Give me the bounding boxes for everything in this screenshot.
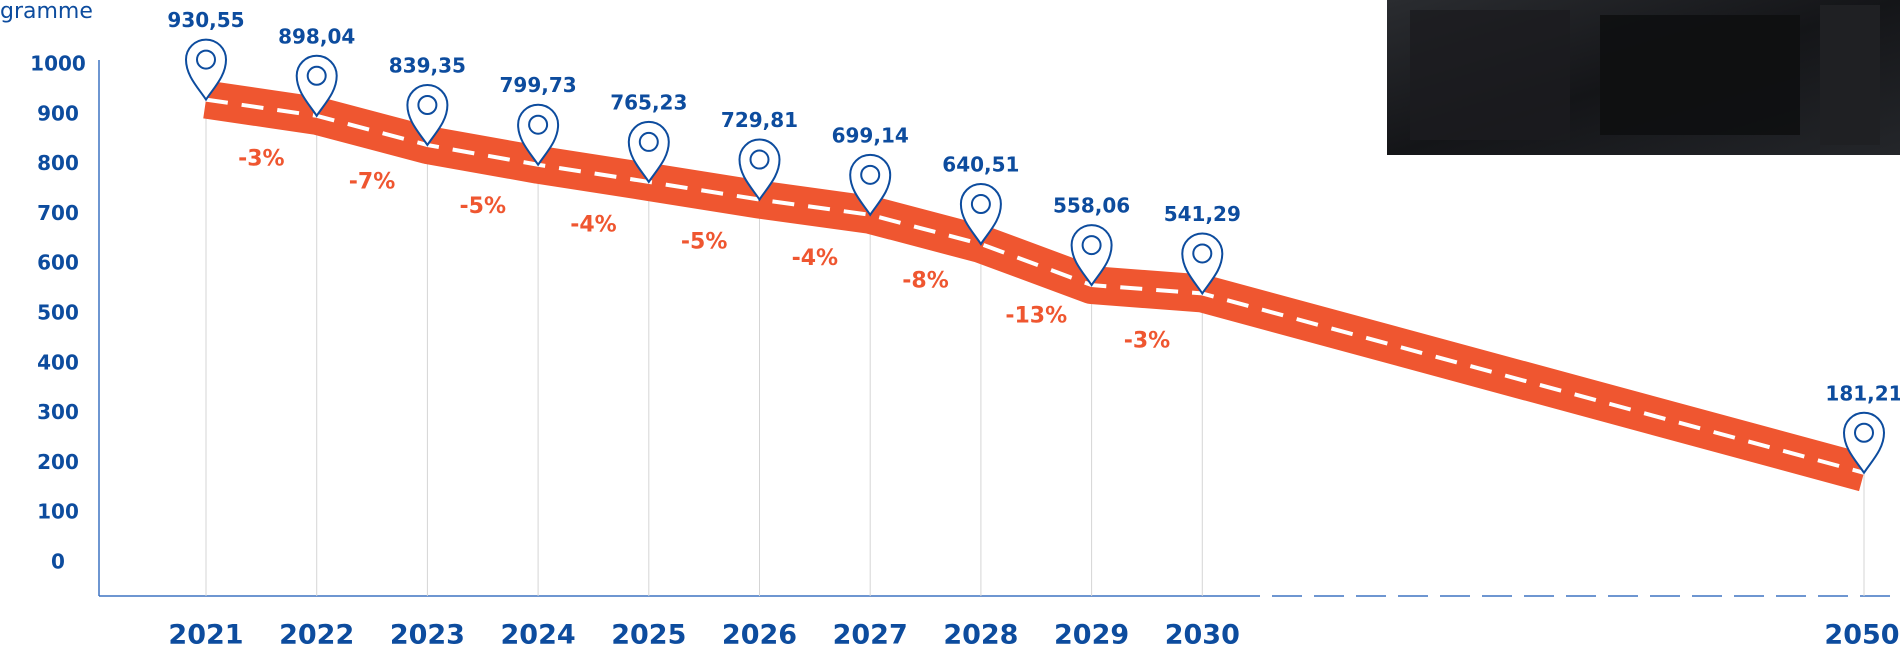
value-label: 729,81 (721, 108, 798, 132)
change-label: -13% (1005, 304, 1067, 329)
y-tick-label: 600 (37, 251, 79, 275)
value-label: 898,04 (278, 24, 355, 48)
value-label: 541,29 (1164, 202, 1241, 226)
y-tick-label: 0 (51, 550, 65, 574)
y-tick-label: 100 (37, 500, 79, 524)
value-label: 930,55 (167, 8, 244, 32)
change-label: -3% (238, 147, 284, 172)
x-tick-label: 2030 (1165, 620, 1240, 651)
x-tick-label: 2028 (943, 620, 1018, 651)
change-label: -5% (460, 194, 506, 219)
y-tick-label: 500 (37, 301, 79, 325)
change-label: -3% (1124, 328, 1170, 353)
value-label: 558,06 (1053, 194, 1130, 218)
x-tick-label: 2029 (1054, 620, 1129, 651)
change-label: -8% (902, 268, 948, 293)
x-tick-label: 2025 (611, 620, 686, 651)
y-tick-label: 1000 (30, 52, 86, 76)
change-label: -4% (792, 246, 838, 271)
x-tick-label: 2022 (279, 620, 354, 651)
y-tick-label: 300 (37, 400, 79, 424)
y-tick-label: 400 (37, 350, 79, 374)
change-label: -7% (349, 169, 395, 194)
x-tick-label: 2021 (168, 620, 243, 651)
x-tick-label: 2026 (722, 620, 797, 651)
change-label: -5% (681, 230, 727, 255)
x-tick-label: 2050 (1824, 620, 1899, 651)
y-tick-label: 900 (37, 101, 79, 125)
value-label: 839,35 (389, 54, 466, 78)
value-label: 181,21 (1825, 381, 1900, 405)
value-label: 640,51 (942, 153, 1019, 177)
y-tick-label: 800 (37, 151, 79, 175)
x-tick-label: 2023 (390, 620, 465, 651)
x-tick-label: 2024 (501, 620, 576, 651)
value-label: 699,14 (832, 123, 909, 147)
page: gramme 0 100 200 300 400 500 600 700 800 900 1000 -… (0, 0, 1900, 660)
y-tick-label: 700 (37, 201, 79, 225)
value-label: 799,73 (500, 73, 577, 97)
change-label: -4% (570, 212, 616, 237)
value-label: 765,23 (610, 90, 687, 114)
x-tick-label: 2027 (833, 620, 908, 651)
y-axis-label: gramme (0, 0, 93, 24)
road (206, 100, 1864, 473)
chart: gramme 0 100 200 300 400 500 600 700 800 900 1000 -… (0, 0, 1900, 660)
photo (1387, 0, 1900, 155)
y-tick-label: 200 (37, 450, 79, 474)
